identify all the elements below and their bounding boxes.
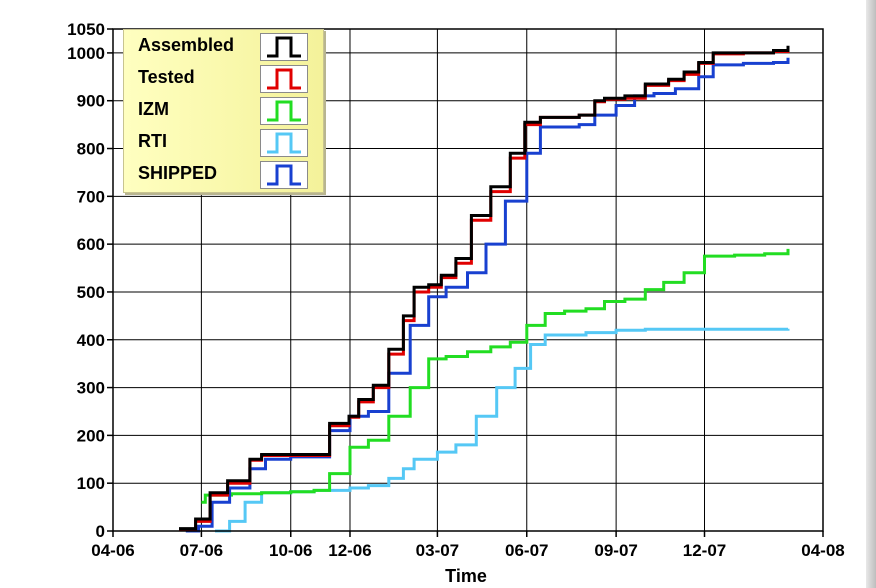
y-axis: 0 100 200 300 400 500 600 700 800 900 1000 1050	[67, 20, 113, 541]
square-wave-icon	[260, 129, 308, 157]
x-tick-label: 04-06	[91, 541, 134, 560]
legend-item-tested[interactable]: Tested	[124, 64, 323, 94]
legend-item-rti[interactable]: RTI	[124, 128, 323, 158]
y-tick-label: 1050	[67, 20, 105, 39]
legend-item-izm[interactable]: IZM	[124, 96, 323, 126]
legend-label: SHIPPED	[138, 163, 218, 183]
legend-item-assembled[interactable]: Assembled	[124, 32, 323, 62]
x-tick-label: 12-07	[683, 541, 726, 560]
series-line-assembled	[179, 45, 790, 531]
square-wave-icon	[260, 65, 308, 93]
plot-border	[112, 28, 824, 532]
x-tick-label: 12-06	[328, 541, 371, 560]
window-edge	[866, 0, 876, 588]
x-tick-label: 07-06	[180, 541, 223, 560]
legend: Assembled Tested IZM RTI SHIPPED	[123, 29, 324, 193]
y-tick-label: 900	[77, 92, 105, 111]
x-tick-label: 03-07	[416, 541, 459, 560]
y-tick-label: 800	[77, 140, 105, 159]
legend-label: Tested	[138, 67, 195, 87]
legend-label: IZM	[138, 99, 169, 119]
x-tick-label: 09-07	[594, 541, 637, 560]
legend-label: RTI	[138, 131, 167, 151]
y-tick-label: 200	[77, 426, 105, 445]
x-axis: 04-06 07-06 10-06 12-06 03-07 06-07 09-07 12-07…	[91, 531, 845, 560]
y-tick-label: 0	[96, 522, 105, 541]
series-line-izm	[201, 248, 790, 504]
legend-label: Assembled	[138, 35, 235, 55]
y-tick-label: 400	[77, 331, 105, 350]
y-tick-label: 1000	[67, 44, 105, 63]
square-wave-icon	[260, 33, 308, 61]
square-wave-icon	[260, 161, 308, 189]
series-group	[179, 45, 790, 533]
x-axis-title: Time	[445, 566, 487, 586]
x-tick-label: 06-07	[505, 541, 548, 560]
x-tick-label: 10-06	[269, 541, 312, 560]
x-tick-label: 04-08	[801, 541, 844, 560]
y-tick-label: 100	[77, 474, 105, 493]
square-wave-icon	[260, 97, 308, 125]
y-tick-label: 500	[77, 283, 105, 302]
y-tick-label: 300	[77, 379, 105, 398]
y-tick-label: 700	[77, 187, 105, 206]
y-tick-label: 600	[77, 235, 105, 254]
series-line-shipped	[185, 57, 790, 533]
legend-item-shipped[interactable]: SHIPPED	[124, 160, 323, 190]
